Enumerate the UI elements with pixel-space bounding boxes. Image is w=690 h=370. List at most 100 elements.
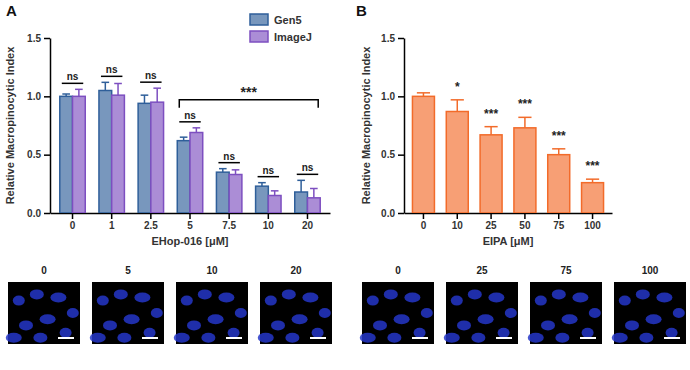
error-bar-cap [484,126,497,128]
nucleus [468,289,482,299]
error-bar-cap [193,127,201,129]
x-tick-label: 10 [263,220,275,231]
annotation: ns [145,70,157,81]
y-tick-mark [398,213,404,215]
nucleus [50,293,66,303]
annotation: ns [67,71,79,82]
nucleus [30,289,44,299]
annotation-line [101,76,122,78]
error-bar [552,149,565,155]
annotation-line [258,176,279,178]
scale-bar [226,337,242,339]
error-bar [271,191,279,196]
error-bar-stem [144,95,146,103]
error-bar [101,82,109,90]
error-bar-cap [518,117,531,119]
nucleus [457,320,471,330]
nucleus [555,333,569,343]
bar [514,128,536,213]
error-bar-stem [117,84,119,96]
nucleus [319,308,331,318]
y-tick-mark [398,38,404,40]
error-bar [141,95,149,103]
nucleus [90,333,106,343]
scale-bar [496,337,512,339]
error-bar-cap [297,180,305,182]
error-bar-stem [78,89,80,96]
nucleus [312,328,324,338]
annotations: nsnsnsnsnsnsns*** [62,64,318,176]
nucleus [33,333,47,343]
annotation: ns [302,162,314,173]
nucleus [282,289,296,299]
x-tick-mark [457,213,459,219]
x-tick: 25 [486,213,498,231]
error-bar-cap [75,89,83,91]
annotation: ns [223,151,235,162]
x-tick-mark [189,213,191,219]
legend-swatch [250,31,268,42]
nucleus [271,320,285,330]
legend-swatch [250,14,268,25]
x-tick-mark [307,213,309,219]
nucleus [292,314,308,324]
scale-bar [142,337,158,339]
error-bar-stem [490,127,492,135]
x-tick: 0 [421,213,427,231]
x-tick-label: 75 [553,220,565,231]
x-axis: 012.557.51020 [51,213,331,231]
x-tick: 7.5 [222,213,236,231]
x-tick-mark [490,213,492,219]
annotation: *** [552,129,566,143]
scale-bar [664,337,680,339]
x-tick-label: 50 [519,220,531,231]
y-tick-label: 0.0 [27,208,41,219]
nucleus [19,320,33,330]
error-bar [310,189,318,198]
x-tick-mark [558,213,560,219]
nucleus [187,320,201,330]
nucleus [636,289,650,299]
nucleus [285,333,299,343]
x-tick-mark [150,213,152,219]
nucleus [528,333,544,343]
nucleus [394,314,410,324]
error-bar [75,89,83,96]
nucleus [97,296,109,306]
nucleus [302,293,318,303]
y-tick: 0.5 [381,149,404,160]
legend-label: Gen5 [274,14,302,26]
annotation: ns [262,165,274,176]
nucleus [201,333,215,343]
annotation: ns [106,64,118,75]
nucleus [174,333,190,343]
x-tick: 20 [302,213,314,231]
error-bar-stem [300,180,302,192]
bar [73,96,86,213]
nucleus [114,289,128,299]
y-tick: 1.5 [381,33,404,44]
nucleus [471,333,485,343]
error-bar [62,94,70,96]
micrograph-label: 0 [41,265,47,276]
error-bar-cap [451,99,464,101]
x-tick: 5 [187,213,193,231]
nucleus [414,328,426,338]
y-axis: 0.00.51.01.5 [381,33,404,219]
nucleus [124,314,140,324]
x-tick-label: 20 [302,220,314,231]
y-axis-title: Relative Macropinocytic Index [360,46,372,205]
nucleus [444,333,460,343]
nucleus [421,308,433,318]
bar [60,96,73,213]
y-tick: 1.5 [27,33,50,44]
y-tick-label: 0.5 [381,149,395,160]
nucleus [541,320,555,330]
nucleus [60,328,72,338]
error-bar-cap [114,83,122,85]
nucleus [666,328,678,338]
x-tick-mark [228,213,230,219]
error-bar-stem [313,189,315,198]
x-axis: 010255075100 [405,213,613,231]
error-bar-stem [105,82,107,90]
